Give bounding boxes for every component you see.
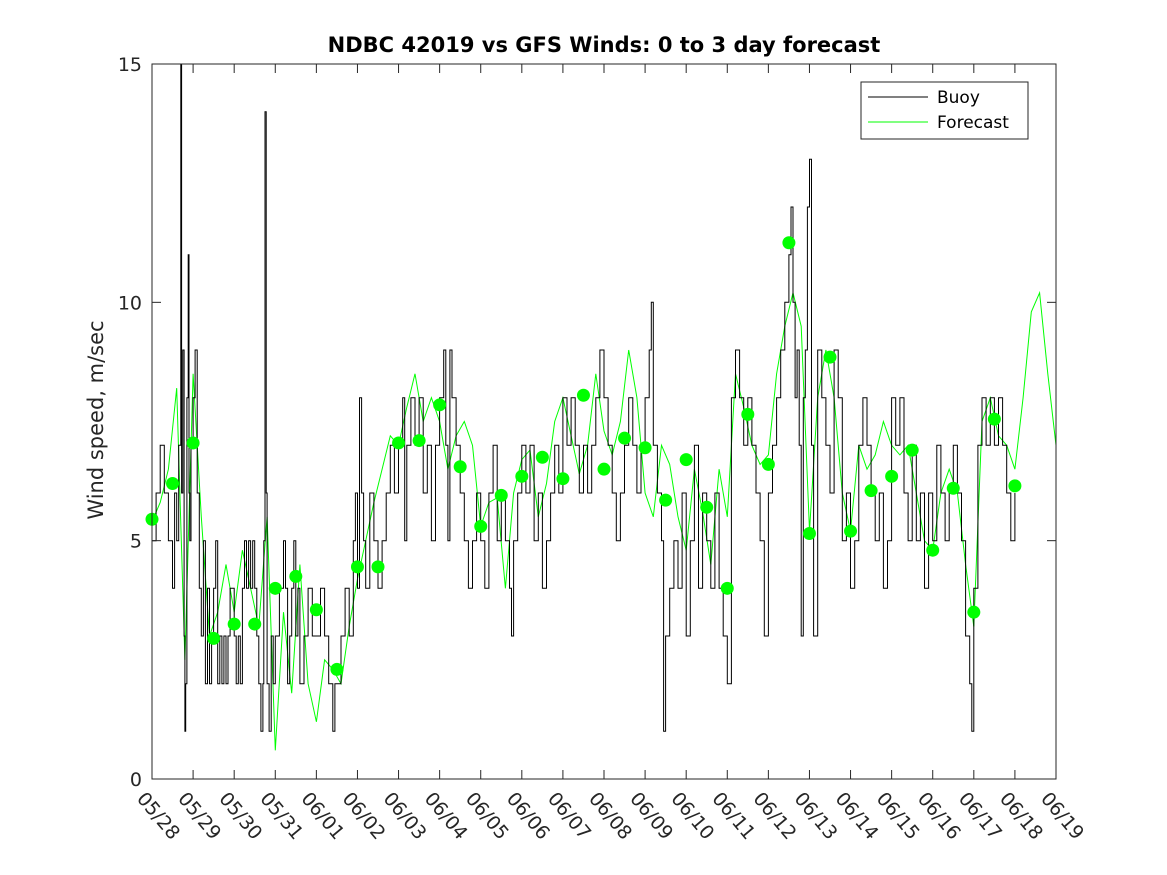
forecast-point bbox=[289, 569, 303, 583]
forecast-point bbox=[905, 443, 919, 457]
forecast-point bbox=[638, 441, 652, 455]
forecast-point bbox=[679, 453, 693, 467]
forecast-point bbox=[823, 350, 837, 364]
forecast-point bbox=[926, 543, 940, 557]
legend-label-buoy: Buoy bbox=[937, 88, 980, 108]
forecast-point bbox=[720, 581, 734, 595]
forecast-point bbox=[515, 469, 529, 483]
forecast-point bbox=[268, 581, 282, 595]
forecast-point bbox=[309, 603, 323, 617]
y-tick-label: 10 bbox=[118, 292, 142, 314]
forecast-point bbox=[844, 524, 858, 538]
forecast-series bbox=[152, 290, 1056, 751]
forecast-point bbox=[412, 434, 426, 448]
forecast-point bbox=[576, 388, 590, 402]
forecast-point bbox=[741, 407, 755, 421]
legend-label-forecast: Forecast bbox=[937, 113, 1009, 133]
buoy-line bbox=[152, 64, 1016, 732]
forecast-point bbox=[248, 617, 262, 631]
y-tick-label: 5 bbox=[130, 531, 142, 553]
forecast-point bbox=[885, 469, 899, 483]
forecast-point bbox=[474, 519, 488, 533]
forecast-point bbox=[1008, 479, 1022, 493]
forecast-point bbox=[166, 476, 180, 490]
forecast-point bbox=[186, 436, 200, 450]
forecast-point bbox=[864, 484, 878, 498]
forecast-point bbox=[494, 488, 508, 502]
forecast-point bbox=[782, 236, 796, 250]
forecast-point bbox=[556, 472, 570, 486]
y-tick-label: 15 bbox=[118, 54, 142, 76]
plot-area bbox=[145, 63, 1057, 780]
forecast-point bbox=[618, 431, 632, 445]
forecast-point bbox=[597, 462, 611, 476]
chart-title: NDBC 42019 vs GFS Winds: 0 to 3 day fore… bbox=[328, 33, 881, 57]
forecast-point bbox=[371, 560, 385, 574]
forecast-point bbox=[987, 412, 1001, 426]
forecast-line bbox=[152, 290, 1056, 751]
y-axis: 0 5 10 15 bbox=[118, 54, 1056, 791]
y-tick-label: 0 bbox=[130, 769, 142, 791]
legend-box bbox=[860, 81, 1029, 140]
forecast-point bbox=[330, 662, 344, 676]
forecast-point bbox=[433, 398, 447, 412]
forecast-point bbox=[761, 457, 775, 471]
buoy-series bbox=[152, 64, 1016, 732]
forecast-point bbox=[227, 617, 241, 631]
y-axis-label: Wind speed, m/sec bbox=[84, 320, 108, 519]
forecast-point bbox=[535, 450, 549, 464]
forecast-point bbox=[967, 605, 981, 619]
forecast-point bbox=[350, 560, 364, 574]
forecast-point bbox=[659, 493, 673, 507]
forecast-point bbox=[207, 631, 221, 645]
forecast-point bbox=[392, 436, 406, 450]
forecast-point bbox=[700, 500, 714, 514]
forecast-point bbox=[946, 481, 960, 495]
forecast-point bbox=[802, 527, 816, 541]
forecast-point bbox=[453, 460, 467, 474]
legend: Buoy Forecast bbox=[860, 81, 1029, 140]
